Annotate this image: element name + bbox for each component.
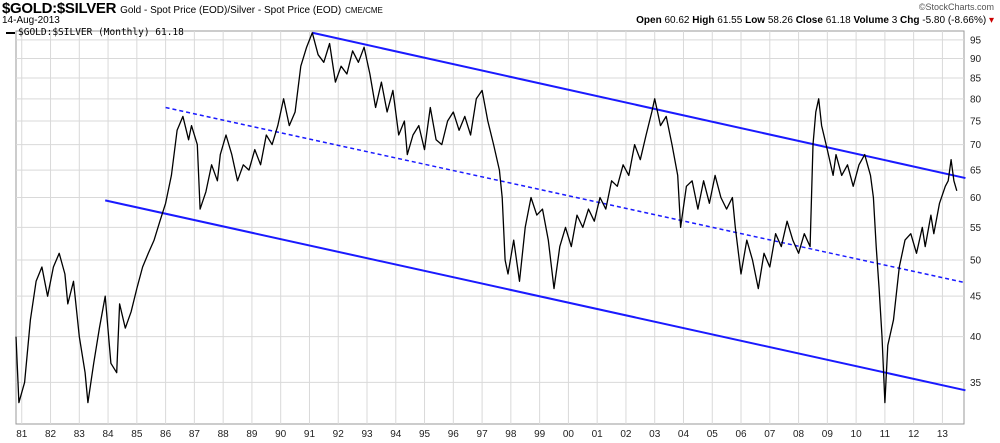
y-tick-label: 50 xyxy=(970,256,982,267)
x-tick-label: 85 xyxy=(131,429,143,440)
x-tick-label: 82 xyxy=(45,429,57,440)
price-series-line xyxy=(15,32,958,404)
trendline xyxy=(104,199,966,392)
y-tick-label: 65 xyxy=(970,166,982,177)
y-tick-label: 85 xyxy=(970,74,982,85)
chg-value: -5.80 (-8.66%) xyxy=(922,15,987,26)
x-tick-label: 89 xyxy=(246,429,258,440)
x-tick-label: 00 xyxy=(563,429,575,440)
x-tick-label: 97 xyxy=(477,429,489,440)
x-tick-label: 95 xyxy=(419,429,431,440)
x-tick-label: 94 xyxy=(390,429,402,440)
open-label: Open xyxy=(636,15,662,26)
x-tick-label: 87 xyxy=(189,429,201,440)
x-tick-label: 07 xyxy=(764,429,776,440)
y-tick-label: 95 xyxy=(970,35,982,46)
x-tick-label: 04 xyxy=(678,429,690,440)
close-value: 61.18 xyxy=(825,15,851,26)
chg-label: Chg xyxy=(900,15,920,26)
x-tick-label: 83 xyxy=(74,429,86,440)
x-tick-label: 81 xyxy=(16,429,28,440)
y-tick-label: 80 xyxy=(970,94,982,105)
date-text: 14-Aug-2013 xyxy=(2,15,60,26)
x-tick-label: 13 xyxy=(937,429,949,440)
x-tick-label: 09 xyxy=(822,429,834,440)
symbol-description: Gold - Spot Price (EOD)/Silver - Spot Pr… xyxy=(120,5,342,16)
trendline xyxy=(312,31,966,180)
exchange-text: CME/CME xyxy=(345,6,383,15)
x-tick-label: 02 xyxy=(620,429,632,440)
y-tick-label: 55 xyxy=(970,223,982,234)
close-label: Close xyxy=(795,15,823,26)
y-tick-label: 45 xyxy=(970,292,982,303)
x-tick-label: 10 xyxy=(851,429,863,440)
x-tick-label: 92 xyxy=(333,429,345,440)
x-tick-label: 06 xyxy=(735,429,747,440)
y-tick-label: 40 xyxy=(970,332,982,343)
legend-swatch xyxy=(6,31,15,34)
x-tick-label: 96 xyxy=(448,429,460,440)
open-value: 60.62 xyxy=(664,15,690,26)
price-stats: Open 60.62 High 61.55 Low 58.26 Close 61… xyxy=(636,15,994,26)
x-tick-label: 88 xyxy=(218,429,230,440)
chart-title: $GOLD:$SILVER Gold - Spot Price (EOD)/Si… xyxy=(2,0,383,17)
x-tick-label: 08 xyxy=(793,429,805,440)
low-label: Low xyxy=(745,15,766,26)
high-label: High xyxy=(692,15,715,26)
x-tick-label: 90 xyxy=(275,429,287,440)
symbol-text: $GOLD:$SILVER xyxy=(2,0,117,17)
low-value: 58.26 xyxy=(767,15,793,26)
x-tick-label: 11 xyxy=(880,429,891,440)
x-tick-label: 01 xyxy=(592,429,604,440)
x-tick-label: 86 xyxy=(160,429,172,440)
legend: $GOLD:$SILVER (Monthly) 61.18 xyxy=(6,27,184,38)
y-tick-label: 75 xyxy=(970,116,982,127)
y-tick-label: 70 xyxy=(970,140,982,151)
x-tick-label: 99 xyxy=(534,429,546,440)
legend-label: $GOLD:$SILVER (Monthly) 61.18 xyxy=(18,27,184,38)
brand-text: ©StockCharts.com xyxy=(918,2,994,12)
x-tick-label: 93 xyxy=(361,429,373,440)
down-arrow-icon: ▾ xyxy=(988,15,994,26)
volume-label: Volume xyxy=(853,15,889,26)
x-tick-label: 84 xyxy=(103,429,115,440)
x-tick-label: 91 xyxy=(304,429,316,440)
volume-value: 3 xyxy=(891,15,898,26)
high-value: 61.55 xyxy=(717,15,743,26)
x-tick-label: 05 xyxy=(707,429,719,440)
x-tick-label: 12 xyxy=(908,429,920,440)
x-tick-label: 98 xyxy=(505,429,517,440)
y-tick-label: 35 xyxy=(970,378,982,389)
y-tick-label: 90 xyxy=(970,54,982,65)
dashed-trendline xyxy=(165,106,966,284)
y-tick-label: 60 xyxy=(970,193,982,204)
x-tick-label: 03 xyxy=(649,429,661,440)
